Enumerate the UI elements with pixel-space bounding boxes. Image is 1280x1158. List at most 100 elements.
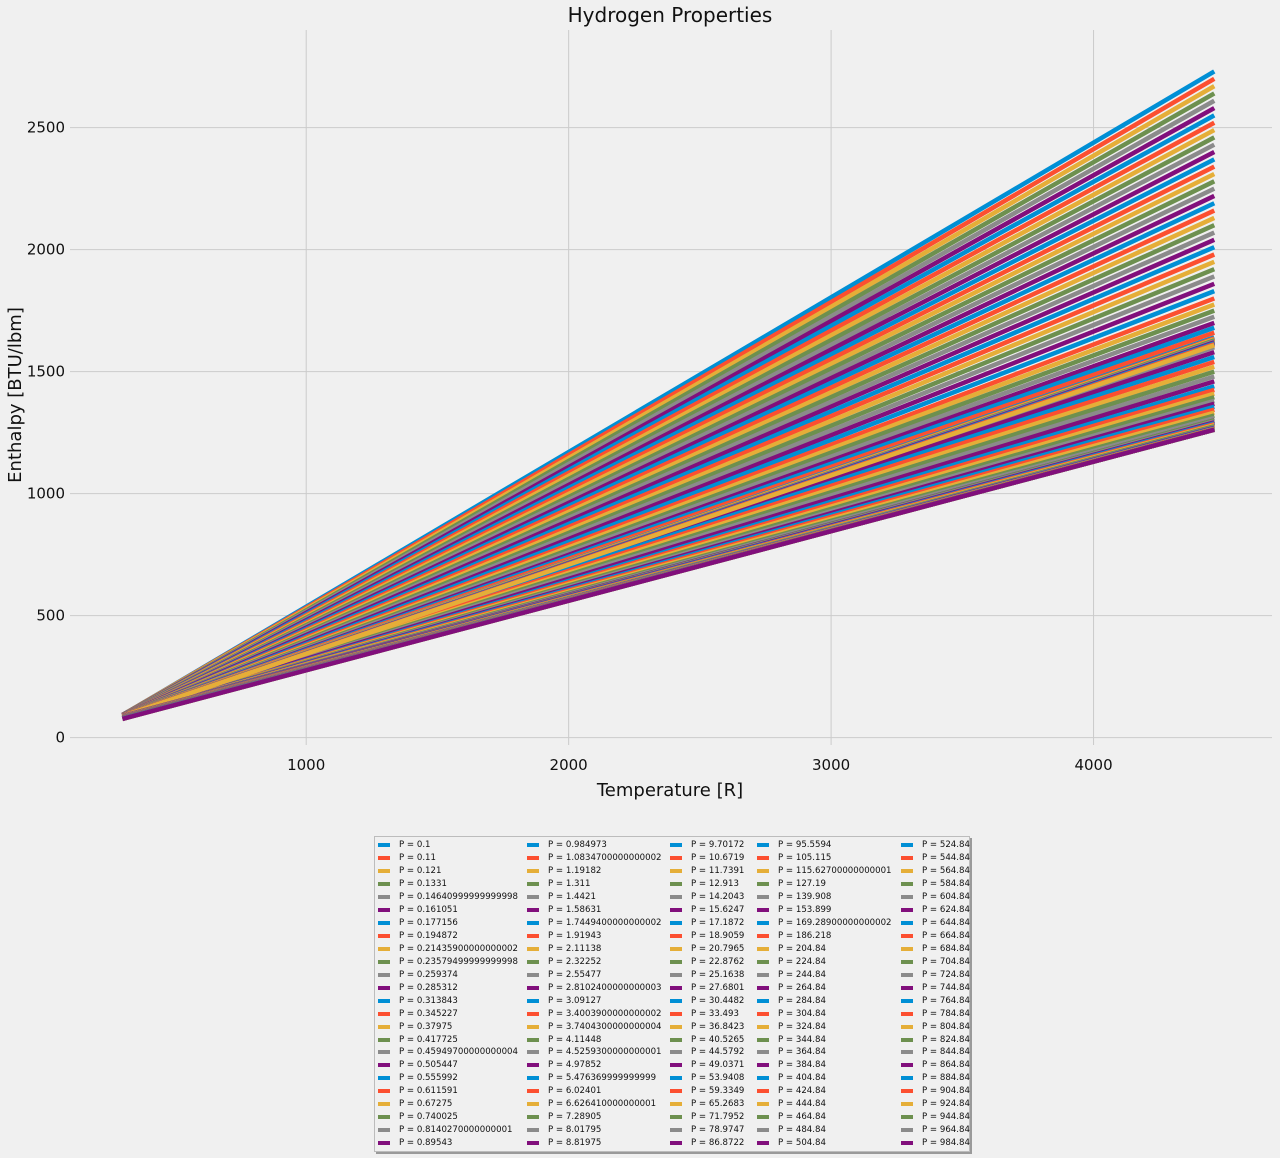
legend-swatch — [757, 895, 769, 900]
legend-entry: P = 404.84 — [757, 1072, 892, 1085]
legend-label: P = 524.84 — [922, 840, 970, 851]
legend-entry: P = 0.984973 — [527, 839, 662, 852]
legend-label: P = 1.19182 — [548, 866, 602, 877]
legend-swatch — [378, 934, 390, 939]
legend-label: P = 364.84 — [778, 1047, 826, 1058]
legend-swatch — [901, 1037, 913, 1042]
legend: P = 0.1 P = 0.11 P = 0.121 P = 0.1331 P = 0.… — [374, 836, 970, 1152]
legend-entry: P = 684.84 — [901, 943, 970, 956]
legend-swatch — [901, 1024, 913, 1029]
legend-entry: P = 3.7404300000000004 — [527, 1020, 662, 1033]
legend-entry: P = 44.5792 — [670, 1046, 744, 1059]
legend-label: P = 0.984973 — [548, 840, 607, 851]
legend-label: P = 4.5259300000000001 — [548, 1047, 662, 1058]
legend-label: P = 0.37975 — [399, 1021, 453, 1032]
legend-swatch — [757, 908, 769, 913]
legend-label: P = 105.115 — [778, 853, 832, 864]
legend-label: P = 53.9408 — [691, 1073, 745, 1084]
legend-swatch — [670, 1128, 682, 1133]
legend-swatch — [527, 1076, 539, 1081]
legend-entry: P = 944.84 — [901, 1111, 970, 1124]
legend-swatch — [901, 1141, 913, 1146]
legend-swatch — [757, 921, 769, 926]
legend-swatch — [527, 1050, 539, 1055]
legend-label: P = 844.84 — [922, 1047, 970, 1058]
legend-entry: P = 15.6247 — [670, 904, 744, 917]
x-tick-label: 3000 — [812, 756, 850, 774]
legend-entry: P = 127.19 — [757, 878, 892, 891]
legend-entry: P = 764.84 — [901, 994, 970, 1007]
legend-entry: P = 4.5259300000000001 — [527, 1046, 662, 1059]
legend-entry: P = 153.899 — [757, 904, 892, 917]
legend-entry: P = 22.8762 — [670, 955, 744, 968]
legend-label: P = 5.476369999999999 — [548, 1073, 657, 1084]
legend-label: P = 384.84 — [778, 1060, 826, 1071]
legend-swatch — [901, 1011, 913, 1016]
legend-entry: P = 1.4421 — [527, 891, 662, 904]
legend-swatch — [378, 1037, 390, 1042]
y-tick-label: 0 — [55, 729, 65, 747]
legend-label: P = 204.84 — [778, 943, 826, 954]
legend-entry: P = 86.8722 — [670, 1137, 744, 1150]
legend-swatch — [901, 1128, 913, 1133]
legend-label: P = 724.84 — [922, 969, 970, 980]
legend-entry: P = 11.7391 — [670, 865, 744, 878]
legend-label: P = 1.311 — [548, 879, 591, 890]
legend-label: P = 2.11138 — [548, 943, 602, 954]
legend-entry: P = 25.1638 — [670, 968, 744, 981]
legend-entry: P = 186.218 — [757, 930, 892, 943]
legend-entry: P = 544.84 — [901, 852, 970, 865]
legend-entry: P = 0.45949700000000004 — [378, 1046, 518, 1059]
legend-label: P = 2.8102400000000003 — [548, 982, 662, 993]
legend-label: P = 464.84 — [778, 1112, 826, 1123]
legend-swatch — [757, 1011, 769, 1016]
legend-label: P = 664.84 — [922, 931, 970, 942]
legend-label: P = 153.899 — [778, 905, 832, 916]
legend-swatch — [670, 882, 682, 887]
legend-swatch — [378, 1089, 390, 1094]
legend-swatch — [378, 895, 390, 900]
legend-swatch — [670, 921, 682, 926]
legend-label: P = 1.91943 — [548, 931, 602, 942]
legend-swatch — [757, 998, 769, 1003]
legend-label: P = 22.8762 — [691, 956, 745, 967]
legend-label: P = 0.11 — [399, 853, 436, 864]
legend-entry: P = 924.84 — [901, 1098, 970, 1111]
legend-entry: P = 40.5265 — [670, 1033, 744, 1046]
legend-entry: P = 3.4003900000000002 — [527, 1007, 662, 1020]
legend-entry: P = 844.84 — [901, 1046, 970, 1059]
legend-label: P = 424.84 — [778, 1086, 826, 1097]
legend-label: P = 7.28905 — [548, 1112, 602, 1123]
legend-entry: P = 0.14640999999999998 — [378, 891, 518, 904]
legend-label: P = 0.1331 — [399, 879, 447, 890]
legend-label: P = 17.1872 — [691, 918, 745, 929]
legend-entry: P = 724.84 — [901, 968, 970, 981]
legend-entry: P = 224.84 — [757, 955, 892, 968]
legend-swatch — [757, 934, 769, 939]
legend-label: P = 2.55477 — [548, 969, 602, 980]
legend-label: P = 864.84 — [922, 1060, 970, 1071]
legend-swatch — [378, 946, 390, 951]
legend-swatch — [527, 856, 539, 861]
legend-entry: P = 984.84 — [901, 1137, 970, 1150]
legend-entry: P = 0.313843 — [378, 994, 518, 1007]
legend-swatch — [670, 1089, 682, 1094]
legend-swatch — [901, 856, 913, 861]
legend-entry: P = 33.493 — [670, 1007, 744, 1020]
legend-swatch — [901, 908, 913, 913]
legend-label: P = 30.4482 — [691, 995, 745, 1006]
legend-label: P = 604.84 — [922, 892, 970, 903]
legend-label: P = 0.285312 — [399, 982, 458, 993]
legend-swatch — [757, 946, 769, 951]
legend-label: P = 0.8140270000000001 — [399, 1125, 513, 1136]
x-tick-label: 2000 — [550, 756, 588, 774]
legend-label: P = 0.1 — [399, 840, 431, 851]
x-tick-label: 1000 — [287, 756, 325, 774]
legend-swatch — [527, 1037, 539, 1042]
legend-swatch — [670, 985, 682, 990]
legend-entry: P = 524.84 — [901, 839, 970, 852]
y-tick-label: 2000 — [27, 241, 65, 259]
legend-label: P = 484.84 — [778, 1125, 826, 1136]
legend-swatch — [901, 921, 913, 926]
legend-entry: P = 0.177156 — [378, 917, 518, 930]
